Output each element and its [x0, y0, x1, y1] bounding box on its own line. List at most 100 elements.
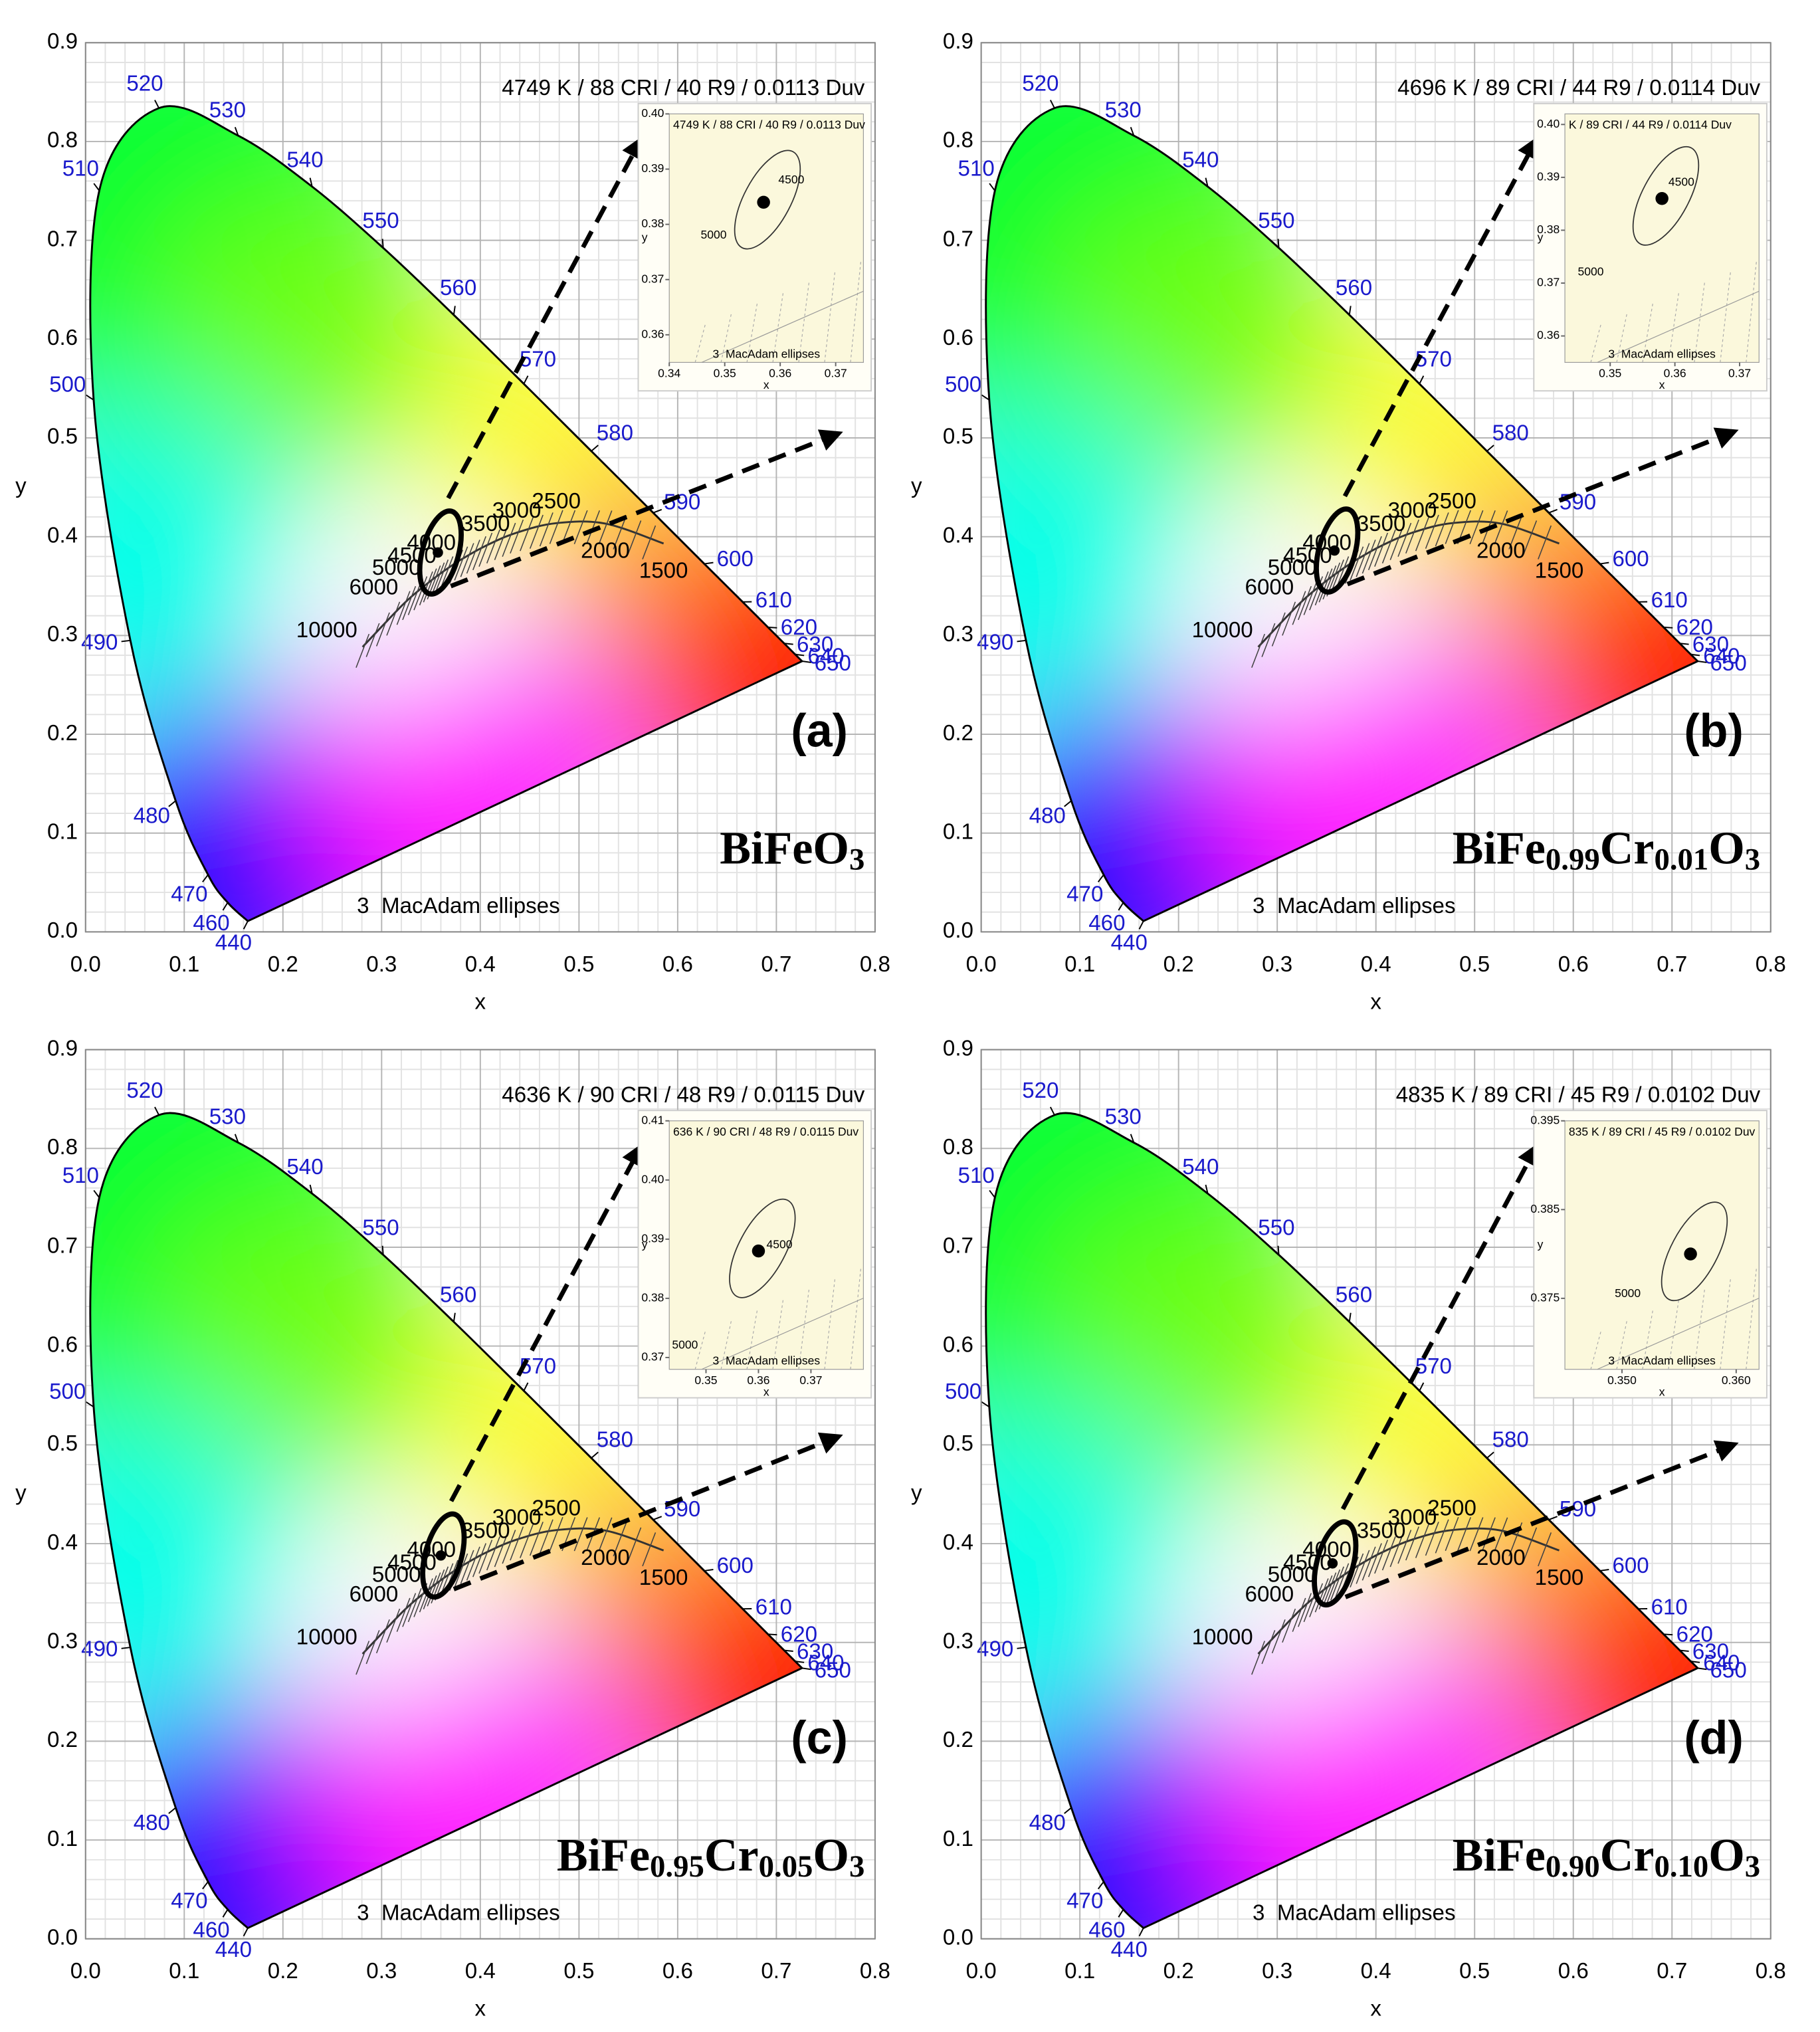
isotherm: [1261, 623, 1276, 657]
wavelength-label: 600: [1612, 547, 1649, 571]
isotherm: [1292, 1597, 1306, 1632]
isotherm: [1282, 601, 1296, 636]
isotherm: [1389, 1533, 1404, 1568]
y-tick-label: 0.4: [943, 1530, 973, 1555]
inset-ellipse: [1661, 1201, 1728, 1302]
wavelength-label: 530: [1105, 1105, 1142, 1130]
isotherm: [1381, 1536, 1396, 1571]
cct-label: 10000: [296, 618, 357, 643]
inset-y-label: y: [1538, 231, 1544, 244]
isotherm: [502, 1530, 516, 1564]
inset-footnote: 3 MacAdam ellipses: [1608, 1354, 1716, 1368]
wavelength-label: 550: [362, 209, 399, 233]
isotherm: [1374, 532, 1389, 567]
x-tick-label: 0.5: [563, 952, 594, 977]
isotherm: [1298, 1593, 1312, 1627]
isotherm: [1494, 1517, 1508, 1552]
isotherm: [529, 514, 544, 549]
inset-x-tick-label: 0.37: [799, 1373, 822, 1387]
inset-cct-label: 4500: [778, 173, 804, 186]
arrow: [1346, 427, 1739, 587]
x-tick-label: 0.3: [1262, 1959, 1292, 1983]
isotherm: [627, 1527, 642, 1562]
y-tick-label: 0.8: [943, 128, 973, 153]
locus-tick: [591, 445, 599, 452]
isotherm: [355, 1641, 370, 1675]
compound-part: O: [813, 1830, 849, 1881]
wavelength-label: 490: [81, 1637, 118, 1662]
isotherm: [494, 1533, 508, 1568]
locus-tick: [93, 183, 100, 191]
footnote: 3 MacAdam ellipses: [357, 894, 559, 918]
isotherm: [539, 512, 554, 547]
locus-tick: [1486, 445, 1494, 452]
compound-part: Cr: [704, 1830, 759, 1881]
inset-isotherm: [798, 1288, 810, 1370]
inset-isotherm: [1668, 292, 1680, 363]
locus-tick: [1690, 653, 1700, 657]
inset-cct-label: 5000: [701, 228, 727, 241]
wavelength-label: 580: [1492, 1428, 1529, 1453]
compound-part: 0.10: [1654, 1849, 1708, 1884]
isotherm: [454, 1553, 468, 1587]
x-tick-label: 0.6: [662, 952, 693, 977]
locus-tick: [981, 1401, 990, 1408]
x-tick-label: 0.1: [1064, 952, 1095, 977]
y-tick-label: 0.8: [943, 1135, 973, 1160]
locus-tick: [1017, 639, 1027, 643]
cct-label: 6000: [1245, 575, 1294, 599]
inset-y-label: y: [1538, 1237, 1544, 1251]
isotherm: [1292, 591, 1306, 625]
wavelength-label: 600: [1612, 1554, 1649, 1578]
cct-label: 2500: [1427, 489, 1476, 514]
isotherm: [1261, 1630, 1276, 1665]
cct-label: 5000: [1268, 556, 1317, 580]
x-tick-label: 0.2: [268, 952, 298, 977]
cct-label: 3500: [1357, 512, 1406, 536]
inset-plot: [668, 1120, 864, 1370]
isotherm: [478, 1540, 493, 1574]
isotherm: [1469, 1517, 1484, 1552]
cct-label: 2000: [1476, 539, 1526, 563]
isotherm: [460, 543, 474, 577]
x-tick-label: 0.6: [1558, 1959, 1589, 1983]
cct-label: 4500: [387, 1551, 437, 1575]
compound-part: 3: [849, 1849, 864, 1884]
inset-isotherm: [1590, 323, 1602, 363]
x-tick-label: 0.0: [966, 1959, 997, 1983]
wavelength-label: 470: [1066, 882, 1103, 906]
inset-isotherm: [694, 323, 706, 363]
wavelength-label: 630: [797, 1639, 833, 1664]
inset-x-label: x: [763, 378, 769, 391]
inset-locus: [1597, 1298, 1760, 1370]
arrow: [449, 1142, 643, 1502]
cct-label: 3000: [1388, 1506, 1437, 1530]
planckian-locus: [1257, 1527, 1560, 1655]
gamut-colors: [90, 106, 803, 922]
locus-tick: [121, 1647, 131, 1649]
locus-tick: [1348, 1312, 1352, 1322]
y-tick-label: 0.6: [943, 1332, 973, 1357]
locus-tick: [784, 643, 793, 645]
isotherm: [375, 1619, 390, 1654]
arrow: [453, 1432, 843, 1591]
compound-name: BiFeO3: [720, 823, 864, 877]
y-tick-label: 0.5: [47, 1431, 78, 1456]
wavelength-label: 620: [781, 615, 817, 640]
locus-tick: [93, 1189, 100, 1198]
gamut-blob: [160, 1203, 445, 1488]
cct-label: 4500: [1283, 1551, 1332, 1575]
isotherm: [1326, 1569, 1341, 1604]
inset-isotherm: [798, 282, 810, 363]
annotation: 4835 K / 89 CRI / 45 R9 / 0.0102 Duv: [1396, 1083, 1761, 1108]
arrow: [1340, 1142, 1539, 1510]
locus-tick: [1486, 1451, 1494, 1459]
isotherm: [466, 540, 480, 574]
wavelength-label: 530: [1105, 98, 1142, 122]
planckian-locus: [1257, 520, 1560, 648]
inset-x-tick-label: 0.37: [825, 367, 847, 380]
wavelength-label: 440: [1111, 931, 1148, 956]
wavelength-label: 520: [126, 1078, 163, 1103]
x-tick-label: 0.8: [1756, 952, 1786, 977]
locus-tick: [453, 306, 456, 316]
